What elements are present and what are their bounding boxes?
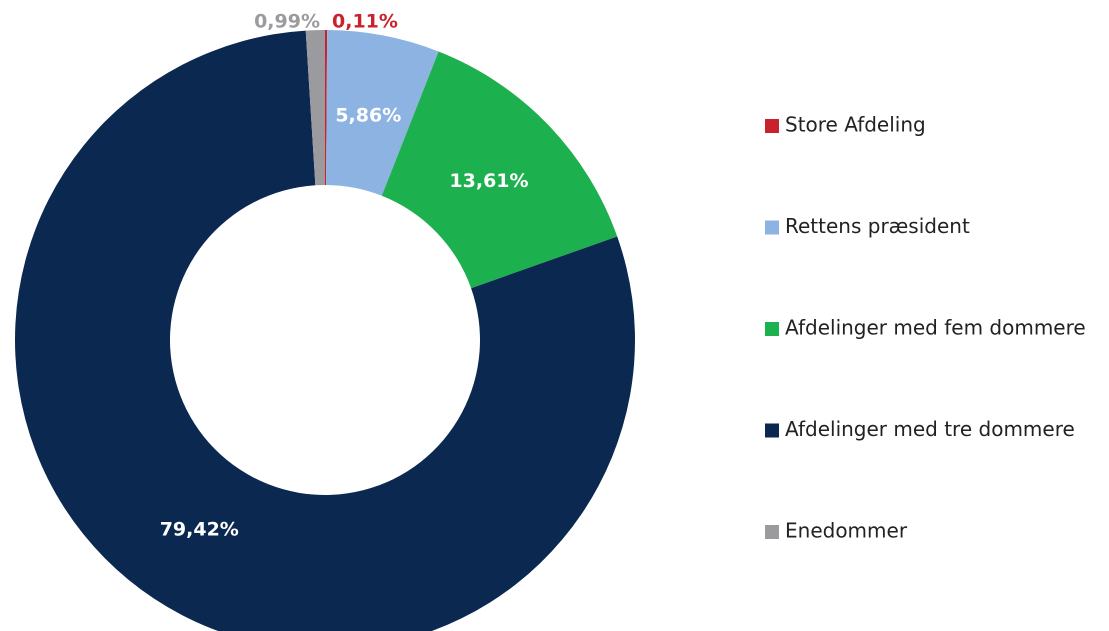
legend-swatch bbox=[765, 322, 779, 336]
donut-slice bbox=[381, 51, 618, 289]
value-label: 13,61% bbox=[449, 170, 528, 192]
legend-swatch bbox=[765, 423, 779, 438]
legend-label: Afdelinger med tre dommere bbox=[785, 417, 1075, 441]
value-label: 5,86% bbox=[335, 105, 401, 127]
value-label: 79,42% bbox=[160, 519, 239, 541]
legend-swatch bbox=[765, 220, 779, 235]
donut-slice bbox=[305, 30, 325, 186]
legend-label: Enedommer bbox=[785, 519, 908, 543]
legend-label: Store Afdeling bbox=[785, 113, 926, 137]
legend-swatch bbox=[765, 525, 779, 539]
donut-slice bbox=[326, 30, 439, 196]
donut-slice bbox=[15, 30, 635, 631]
value-label: 0,99% bbox=[254, 11, 320, 33]
value-label: 0,11% bbox=[332, 11, 398, 33]
donut-slice bbox=[325, 30, 328, 186]
legend-label: Rettens præsident bbox=[785, 214, 970, 238]
legend-label: Afdelinger med fem dommere bbox=[785, 316, 1086, 340]
legend-swatch bbox=[765, 119, 779, 133]
